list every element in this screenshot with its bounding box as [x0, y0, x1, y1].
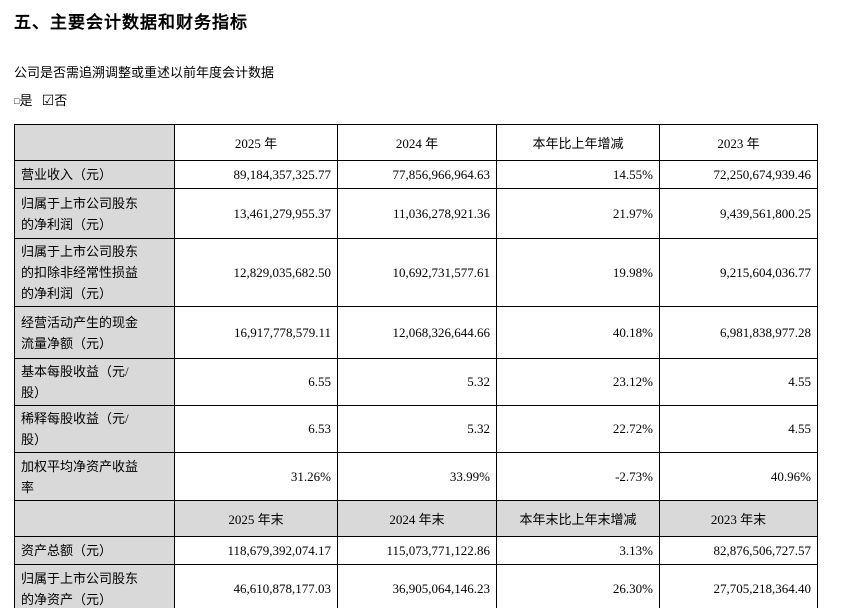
option-yes: □是 [14, 93, 32, 108]
value-change: 21.97% [496, 188, 660, 239]
header-cell-2023-end: 2023 年末 [659, 500, 818, 537]
header-cell-2025-end: 2025 年末 [174, 500, 338, 537]
value-2024: 5.32 [337, 358, 497, 406]
header-cell-yoy-change: 本年比上年增减 [496, 124, 660, 161]
table-row-diluted-eps: 稀释每股收益（元/ 股） 6.53 5.32 22.72% 4.55 [14, 405, 818, 453]
value-2023: 27,705,218,364.40 [659, 564, 818, 608]
header-cell-blank [14, 500, 175, 537]
value-change: 14.55% [496, 160, 660, 189]
header-cell-2023: 2023 年 [659, 124, 818, 161]
value-change: 19.98% [496, 238, 660, 307]
value-2025: 89,184,357,325.77 [174, 160, 338, 189]
value-2025: 13,461,279,955.37 [174, 188, 338, 239]
row-label: 加权平均净资产收益 率 [14, 452, 175, 501]
yes-no-line: □是 ☑否 [14, 92, 844, 111]
row-label: 归属于上市公司股东 的净资产（元） [14, 564, 175, 608]
value-2023: 4.55 [659, 358, 818, 406]
row-label: 归属于上市公司股东 的净利润（元） [14, 188, 175, 239]
table-row-net-profit: 归属于上市公司股东 的净利润（元） 13,461,279,955.37 11,0… [14, 188, 818, 239]
value-2023: 72,250,674,939.46 [659, 160, 818, 189]
value-2023: 9,439,561,800.25 [659, 188, 818, 239]
value-2025: 118,679,392,074.17 [174, 536, 338, 565]
value-2023: 9,215,604,036.77 [659, 238, 818, 307]
option-no-label: 否 [54, 93, 68, 108]
table-row-total-assets: 资产总额（元） 118,679,392,074.17 115,073,771,1… [14, 536, 818, 565]
financial-indicators-table: 2025 年 2024 年 本年比上年增减 2023 年 营业收入（元） 89,… [14, 124, 818, 608]
value-2025: 6.53 [174, 405, 338, 453]
row-label: 基本每股收益（元/ 股） [14, 358, 175, 406]
value-2024: 11,036,278,921.36 [337, 188, 497, 239]
value-2025: 12,829,035,682.50 [174, 238, 338, 307]
table-row-net-assets: 归属于上市公司股东 的净资产（元） 46,610,878,177.03 36,9… [14, 564, 818, 608]
value-2025: 31.26% [174, 452, 338, 501]
table-row-deducted-net-profit: 归属于上市公司股东 的扣除非经常性损益 的净利润（元） 12,829,035,6… [14, 238, 818, 307]
value-2023: 40.96% [659, 452, 818, 501]
row-label: 稀释每股收益（元/ 股） [14, 405, 175, 453]
table-header-period-end: 2025 年末 2024 年末 本年末比上年末增减 2023 年末 [14, 500, 818, 537]
value-2023: 4.55 [659, 405, 818, 453]
row-label: 资产总额（元） [14, 536, 175, 565]
value-2024: 33.99% [337, 452, 497, 501]
table-header-annual: 2025 年 2024 年 本年比上年增减 2023 年 [14, 124, 818, 161]
value-change: 26.30% [496, 564, 660, 608]
row-label: 经营活动产生的现金 流量净额（元） [14, 306, 175, 359]
value-2024: 115,073,771,122.86 [337, 536, 497, 565]
row-label: 归属于上市公司股东 的扣除非经常性损益 的净利润（元） [14, 238, 175, 307]
value-change: -2.73% [496, 452, 660, 501]
value-change: 23.12% [496, 358, 660, 406]
checkbox-checked-icon: ☑ [41, 94, 55, 109]
header-cell-end-change: 本年末比上年末增减 [496, 500, 660, 537]
header-cell-2024-end: 2024 年末 [337, 500, 497, 537]
header-cell-blank [14, 124, 175, 161]
option-yes-label: 是 [19, 93, 33, 108]
option-no: ☑否 [41, 93, 68, 109]
value-change: 22.72% [496, 405, 660, 453]
value-change: 3.13% [496, 536, 660, 565]
table-row-revenue: 营业收入（元） 89,184,357,325.77 77,856,966,964… [14, 160, 818, 189]
value-2025: 16,917,778,579.11 [174, 306, 338, 359]
table-row-weighted-roe: 加权平均净资产收益 率 31.26% 33.99% -2.73% 40.96% [14, 452, 818, 501]
table-row-operating-cash-flow: 经营活动产生的现金 流量净额（元） 16,917,778,579.11 12,0… [14, 306, 818, 359]
value-change: 40.18% [496, 306, 660, 359]
value-2023: 82,876,506,727.57 [659, 536, 818, 565]
checkbox-unchecked-icon: □ [14, 96, 20, 106]
value-2024: 5.32 [337, 405, 497, 453]
restatement-question: 公司是否需追溯调整或重述以前年度会计数据 [14, 65, 275, 80]
value-2024: 77,856,966,964.63 [337, 160, 497, 189]
table-row-basic-eps: 基本每股收益（元/ 股） 6.55 5.32 23.12% 4.55 [14, 358, 818, 406]
value-2024: 12,068,326,644.66 [337, 306, 497, 359]
value-2025: 6.55 [174, 358, 338, 406]
header-cell-2024: 2024 年 [337, 124, 497, 161]
value-2024: 10,692,731,577.61 [337, 238, 497, 307]
value-2025: 46,610,878,177.03 [174, 564, 338, 608]
value-2023: 6,981,838,977.28 [659, 306, 818, 359]
value-2024: 36,905,064,146.23 [337, 564, 497, 608]
page-title: 五、主要会计数据和财务指标 [14, 13, 248, 32]
row-label: 营业收入（元） [14, 160, 175, 189]
header-cell-2025: 2025 年 [174, 124, 338, 161]
